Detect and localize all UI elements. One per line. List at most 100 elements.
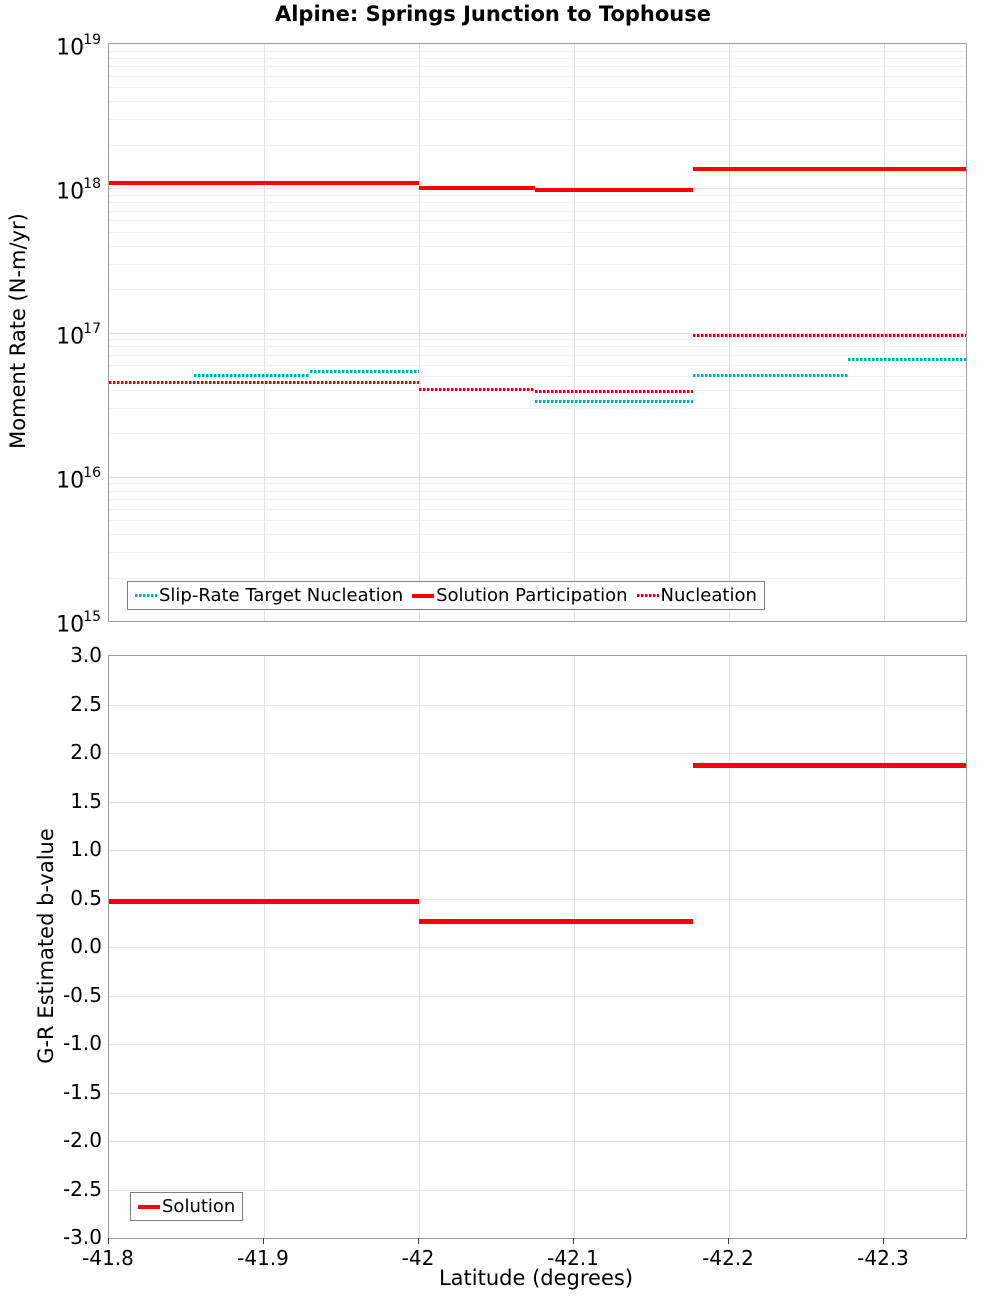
major-gridline [109,1141,966,1142]
minor-gridline [109,534,966,535]
x-tick-label: -42.1 [547,1246,599,1270]
series-segment-solution [109,899,419,904]
minor-gridline [109,220,966,221]
minor-gridline [109,66,966,67]
vertical-gridline [264,44,265,621]
minor-gridline [109,339,966,340]
minor-gridline [109,365,966,366]
y-tick-label-b-value: -0.5 [62,983,102,1007]
vertical-gridline [574,656,575,1238]
vertical-gridline [264,656,265,1238]
y-tick-label-moment-rate: 1016 [56,465,101,494]
minor-gridline [109,491,966,492]
minor-gridline [109,145,966,146]
minor-gridline [109,346,966,347]
major-gridline [109,802,966,803]
vertical-gridline [884,44,885,621]
vertical-gridline [729,656,730,1238]
x-tick-label: -42.3 [857,1246,909,1270]
major-gridline [109,1044,966,1045]
minor-gridline [109,195,966,196]
vertical-gridline [419,656,420,1238]
major-gridline [109,705,966,706]
y-tick-label-moment-rate: 1019 [56,32,101,61]
minor-gridline [109,101,966,102]
y-tick-label-moment-rate: 1017 [56,321,101,350]
legend-label-solution: Solution [162,1196,236,1217]
x-tick-mark [263,1238,264,1244]
series-segment-slip-rate-target-nucleation [194,374,311,377]
minor-gridline [109,202,966,203]
minor-gridline [109,578,966,579]
series-segment-slip-rate-target-nucleation [535,400,694,403]
y-tick-label-moment-rate: 1015 [56,609,101,638]
y-tick-label-b-value: 2.0 [70,740,102,764]
x-tick-label: -42.2 [702,1246,754,1270]
solution-participation-line-swatch [412,593,435,598]
minor-gridline [109,119,966,120]
major-gridline [109,1093,966,1094]
series-segment-solution-participation [848,167,966,171]
series-segment-nucleation [109,381,419,384]
x-tick-label: -41.8 [82,1246,134,1270]
y-tick-label-b-value: 1.5 [70,789,102,813]
minor-gridline [109,433,966,434]
y-tick-label-b-value: -2.0 [62,1128,102,1152]
y-tick-label-b-value: -2.5 [62,1177,102,1201]
minor-gridline [109,408,966,409]
series-segment-solution-participation [109,181,419,185]
y-tick-label-b-value: -3.0 [62,1225,102,1249]
y-tick-label-moment-rate: 1018 [56,176,101,205]
legend-item-nucleation: Nucleation [636,585,757,606]
legend-item-solution: Solution [138,1196,235,1217]
y-tick-label-b-value: -1.5 [62,1080,102,1104]
y-tick-label-b-value: -1.0 [62,1031,102,1055]
vertical-gridline [419,44,420,621]
y-tick-label-b-value: 0.0 [70,934,102,958]
major-gridline [109,1190,966,1191]
legend-item-slip-rate-target: Slip-Rate Target Nucleation [135,585,403,606]
minor-gridline [109,51,966,52]
series-segment-solution-participation [693,167,849,171]
major-gridline [109,947,966,948]
x-tick-mark [728,1238,729,1244]
slip-rate-target-line-swatch [135,594,157,597]
series-segment-slip-rate-target-nucleation [310,370,419,373]
minor-gridline [109,509,966,510]
x-tick-mark [418,1238,419,1244]
major-gridline [109,753,966,754]
minor-gridline [109,76,966,77]
minor-gridline [109,211,966,212]
major-gridline [109,477,966,478]
minor-gridline [109,483,966,484]
major-gridline [109,850,966,851]
vertical-gridline [884,656,885,1238]
x-tick-mark [573,1238,574,1244]
series-segment-slip-rate-target-nucleation [693,374,849,377]
x-axis-label: Latitude (degrees) [438,1266,634,1290]
moment-rate-plot: Slip-Rate Target Nucleation Solution Par… [108,43,967,622]
minor-gridline [109,58,966,59]
b-value-plot: Solution [108,655,967,1239]
series-segment-slip-rate-target-nucleation [848,358,966,361]
minor-gridline [109,552,966,553]
y-tick-label-b-value: 3.0 [70,643,102,667]
minor-gridline [109,520,966,521]
y-tick-label-b-value: 0.5 [70,886,102,910]
legend-label-solution-participation: Solution Participation [436,585,628,606]
y-tick-label-b-value: 2.5 [70,692,102,716]
vertical-gridline [574,44,575,621]
minor-gridline [109,499,966,500]
series-segment-nucleation [693,334,966,337]
y-tick-label-b-value: 1.0 [70,837,102,861]
x-tick-mark [883,1238,884,1244]
minor-gridline [109,246,966,247]
legend-label-nucleation: Nucleation [660,585,757,606]
legend-label-slip-rate-target: Slip-Rate Target Nucleation [159,585,404,606]
b-value-legend: Solution [130,1192,244,1221]
series-segment-solution [693,763,966,768]
major-gridline [109,996,966,997]
minor-gridline [109,87,966,88]
solution-line-swatch [138,1204,160,1209]
